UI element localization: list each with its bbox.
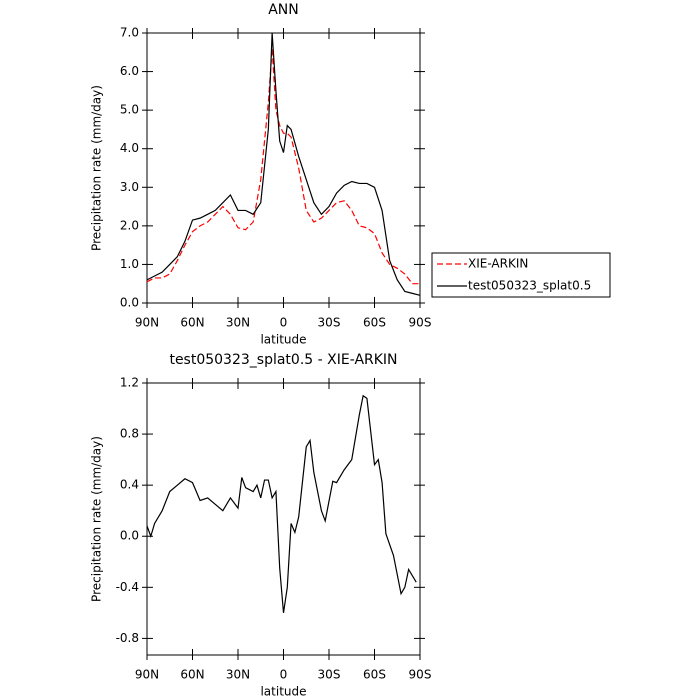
y-tick-label: -0.8: [116, 631, 139, 645]
y-tick-label: 1.2: [120, 376, 139, 390]
x-tick-label: 60S: [363, 316, 386, 330]
y-tick-label: 7.0: [120, 26, 139, 40]
y-tick-label: 0.4: [120, 478, 139, 492]
data-line: [146, 394, 417, 613]
x-tick-label: 90N: [135, 316, 159, 330]
y-tick-label: 6.0: [120, 64, 139, 78]
legend-label: XIE-ARKIN: [468, 257, 528, 271]
y-tick-label: 1.0: [120, 257, 139, 271]
y-tick-label: 4.0: [120, 141, 139, 155]
y-tick-label: 0.0: [120, 529, 139, 543]
x-tick-label: 60N: [180, 316, 204, 330]
x-tick-label: 60N: [180, 668, 204, 682]
x-axis-label: latitude: [260, 685, 306, 699]
y-tick-label: -0.4: [116, 580, 139, 594]
x-tick-label: 0: [280, 316, 288, 330]
data-line: [146, 32, 421, 296]
chart-title: test050323_splat0.5 - XIE-ARKIN: [169, 352, 397, 368]
plot-frame: [146, 32, 421, 304]
x-tick-label: 0: [280, 668, 288, 682]
y-axis-label: Precipitation rate (mm/day): [90, 436, 104, 602]
legend-box: [431, 252, 611, 298]
x-tick-label: 30N: [226, 668, 250, 682]
y-tick-label: 5.0: [120, 103, 139, 117]
y-tick-label: 3.0: [120, 180, 139, 194]
plot-frame: [146, 382, 421, 656]
chart-title: ANN: [268, 2, 299, 18]
y-axis-label: Precipitation rate (mm/day): [90, 85, 104, 251]
x-tick-label: 30S: [318, 668, 341, 682]
y-tick-label: 0.0: [120, 296, 139, 310]
data-line: [146, 48, 420, 285]
x-tick-label: 90S: [409, 316, 432, 330]
x-tick-label: 90N: [135, 668, 159, 682]
y-tick-label: 0.8: [120, 427, 139, 441]
x-tick-label: 30S: [318, 316, 341, 330]
y-tick-label: 2.0: [120, 218, 139, 232]
x-tick-label: 30N: [226, 316, 250, 330]
x-axis-label: latitude: [260, 333, 306, 347]
legend-label: test050323_splat0.5: [468, 279, 591, 293]
x-tick-label: 60S: [363, 668, 386, 682]
x-tick-label: 90S: [409, 668, 432, 682]
